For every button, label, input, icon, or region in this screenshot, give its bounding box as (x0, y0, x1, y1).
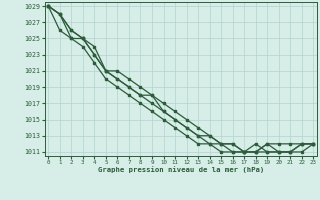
X-axis label: Graphe pression niveau de la mer (hPa): Graphe pression niveau de la mer (hPa) (98, 167, 264, 173)
